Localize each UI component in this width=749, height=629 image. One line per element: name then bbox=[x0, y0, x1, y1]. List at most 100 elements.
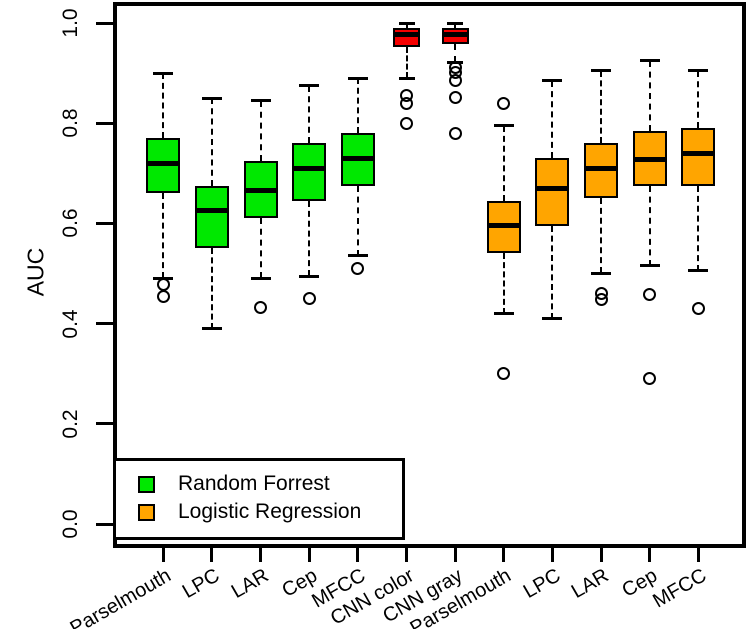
x-tick bbox=[259, 548, 263, 562]
lower-whisker-cap bbox=[299, 274, 320, 278]
outlier-point bbox=[497, 367, 511, 381]
y-tick-label-text: 0.6 bbox=[59, 208, 82, 238]
upper-whisker bbox=[600, 70, 603, 144]
lower-whisker bbox=[648, 185, 651, 266]
outlier-point bbox=[691, 302, 705, 316]
median-line bbox=[537, 185, 568, 191]
legend-label: Random Forrest bbox=[178, 472, 330, 495]
median-line bbox=[683, 150, 714, 156]
upper-whisker-cap bbox=[201, 96, 222, 100]
y-tick-label-text: 0.8 bbox=[59, 108, 82, 138]
y-tick bbox=[96, 21, 113, 25]
x-tick-label-text: LPC bbox=[519, 564, 564, 603]
legend-item: Logistic Regression bbox=[138, 500, 362, 523]
median-line bbox=[148, 160, 179, 166]
lower-whisker-cap bbox=[639, 264, 660, 268]
upper-whisker-cap bbox=[299, 84, 320, 88]
median-line bbox=[342, 155, 373, 161]
lower-whisker bbox=[502, 253, 505, 314]
x-tick bbox=[161, 548, 165, 562]
outlier-point bbox=[448, 90, 462, 104]
y-tick-label-text: 0.0 bbox=[59, 509, 82, 539]
upper-whisker-cap bbox=[398, 21, 415, 25]
lower-whisker-cap bbox=[493, 312, 514, 316]
x-tick bbox=[453, 548, 457, 562]
upper-whisker bbox=[162, 73, 165, 139]
lower-whisker bbox=[162, 193, 165, 279]
upper-whisker bbox=[697, 70, 700, 129]
upper-whisker-cap bbox=[493, 124, 514, 128]
outlier-point bbox=[302, 292, 316, 306]
lower-whisker-cap bbox=[542, 317, 563, 321]
upper-whisker-cap bbox=[347, 76, 368, 80]
upper-whisker-cap bbox=[639, 59, 660, 63]
upper-whisker-cap bbox=[591, 69, 612, 73]
median-line bbox=[634, 156, 665, 162]
x-tick-label-text: MFCC bbox=[648, 564, 710, 613]
legend-label: Logistic Regression bbox=[178, 500, 362, 523]
upper-whisker-cap bbox=[688, 69, 709, 73]
plot-frame bbox=[113, 2, 746, 548]
lower-whisker bbox=[259, 218, 262, 279]
lower-whisker bbox=[308, 200, 311, 276]
x-tick bbox=[502, 548, 506, 562]
outlier-point bbox=[448, 126, 462, 140]
upper-whisker bbox=[308, 85, 311, 144]
upper-whisker bbox=[405, 23, 408, 28]
x-tick bbox=[696, 548, 700, 562]
legend-swatch bbox=[138, 475, 155, 493]
boxplot-box bbox=[194, 185, 229, 249]
boxplot-box bbox=[292, 143, 327, 201]
y-tick bbox=[96, 522, 113, 526]
lower-whisker bbox=[356, 185, 359, 256]
outlier-point bbox=[400, 116, 413, 130]
outlier-point bbox=[254, 300, 268, 314]
median-line bbox=[294, 165, 325, 171]
outlier-point bbox=[448, 74, 462, 88]
outlier-point bbox=[156, 289, 170, 303]
upper-whisker bbox=[551, 80, 554, 159]
x-tick-label-text: Parselmouth bbox=[66, 564, 175, 629]
lower-whisker-cap bbox=[688, 269, 709, 273]
median-line bbox=[586, 165, 617, 171]
upper-whisker bbox=[454, 23, 457, 28]
upper-whisker bbox=[356, 78, 359, 134]
y-tick bbox=[96, 422, 113, 426]
legend: Random Forrest Logistic Regression bbox=[113, 458, 405, 540]
lower-whisker bbox=[551, 225, 554, 319]
x-tick bbox=[356, 548, 360, 562]
y-tick bbox=[96, 221, 113, 225]
x-tick-label-text: LAR bbox=[567, 564, 613, 603]
x-tick bbox=[307, 548, 311, 562]
boxplot-box bbox=[146, 138, 181, 194]
x-tick bbox=[405, 548, 408, 562]
upper-whisker-cap bbox=[447, 21, 464, 25]
lower-whisker-cap bbox=[201, 327, 222, 331]
median-line bbox=[488, 223, 519, 229]
x-tick bbox=[210, 548, 214, 562]
lower-whisker-cap bbox=[250, 277, 271, 280]
outlier-point bbox=[351, 261, 365, 275]
x-tick bbox=[648, 548, 652, 562]
y-axis-title-text: AUC bbox=[22, 247, 49, 297]
upper-whisker bbox=[210, 98, 213, 186]
x-tick-label-text: LPC bbox=[178, 564, 224, 603]
upper-whisker-cap bbox=[153, 71, 174, 75]
median-line bbox=[196, 208, 227, 214]
boxplot-box bbox=[584, 143, 619, 199]
outlier-point bbox=[594, 293, 608, 307]
upper-whisker-cap bbox=[250, 99, 271, 103]
boxplot-box bbox=[681, 128, 716, 186]
boxplot-box bbox=[535, 158, 570, 226]
upper-whisker bbox=[259, 100, 262, 161]
outlier-point bbox=[643, 288, 657, 302]
lower-whisker-cap bbox=[347, 254, 368, 258]
y-tick bbox=[96, 121, 113, 125]
lower-whisker bbox=[454, 44, 457, 63]
median-line bbox=[395, 31, 418, 37]
upper-whisker bbox=[502, 125, 505, 201]
legend-swatch bbox=[138, 503, 155, 521]
legend-item: Random Forrest bbox=[138, 472, 330, 495]
outlier-point bbox=[497, 96, 511, 110]
